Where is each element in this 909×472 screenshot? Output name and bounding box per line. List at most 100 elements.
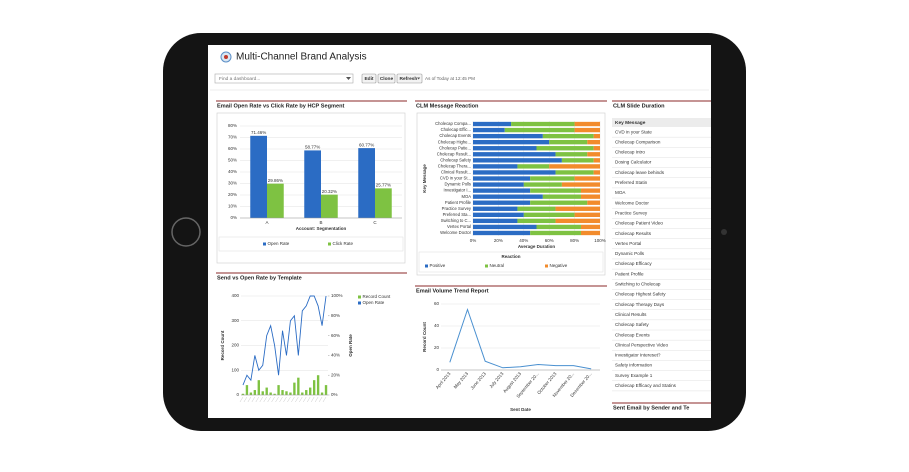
bar-value-label: 25.77% <box>376 183 391 188</box>
y2-axis-label: Open Rate <box>348 334 353 357</box>
legend-label: Positive <box>430 263 446 268</box>
bar-value-label: 58.77% <box>305 145 320 150</box>
bar-value-label: 20.32% <box>322 189 337 194</box>
bar <box>245 385 249 395</box>
bar <box>316 375 320 395</box>
bar-segment <box>561 182 600 187</box>
x-tick-mark <box>275 396 279 403</box>
x-tick-mark <box>271 396 275 403</box>
x-tick-mark <box>291 396 295 403</box>
y-tick-label: 20% <box>228 192 237 197</box>
bar <box>309 387 312 395</box>
x-tick-label: A <box>265 220 268 225</box>
y-tick-label: Cholecap Patie... <box>439 145 471 150</box>
bar-segment <box>593 146 600 151</box>
bar-segment <box>517 164 550 169</box>
bar-segment <box>530 200 588 205</box>
x-tick-mark <box>263 396 267 403</box>
table-cell: MOA <box>615 190 626 195</box>
table-header-bg <box>612 118 711 127</box>
table-cell: Cholecap Comparison <box>615 139 661 144</box>
bar-segment <box>593 158 600 163</box>
toolbar-button-label: Edit <box>364 76 373 82</box>
bar-segment <box>555 206 600 211</box>
app-icon-dot <box>224 55 228 59</box>
bar-segment <box>587 152 600 157</box>
y-tick-label: 30% <box>228 181 237 186</box>
bar-value-label: 60.77% <box>359 142 374 147</box>
table-cell: Vertex Portal <box>615 241 641 246</box>
y2-tick-label: 20% <box>331 372 340 377</box>
x-tick-mark <box>318 396 323 403</box>
x-tick-label: 40% <box>519 238 528 243</box>
home-button[interactable] <box>171 217 201 247</box>
bar-segment <box>580 224 600 230</box>
y-tick-label: 50% <box>228 158 237 163</box>
table-cell: Cholecap Events <box>615 332 650 337</box>
table-cell: Cholecap Results <box>615 231 652 236</box>
y-tick-label: Preferred Sta... <box>443 212 471 217</box>
legend-box <box>418 251 604 273</box>
search-box[interactable] <box>214 73 354 84</box>
chart-frame <box>216 112 406 264</box>
table-cell: Welcome Doctor <box>615 200 649 205</box>
bar <box>305 390 308 395</box>
bar-segment <box>473 176 531 181</box>
y-tick-label: Practice Survey <box>442 206 472 211</box>
bar <box>321 194 338 218</box>
y-tick-label: 70% <box>228 135 237 140</box>
bar <box>358 148 375 218</box>
bar <box>277 385 280 395</box>
bar <box>250 135 267 218</box>
bar-segment <box>587 200 600 205</box>
x-tick-label: 20% <box>494 238 503 243</box>
bar-segment <box>536 224 581 230</box>
toolbar-button[interactable] <box>377 73 396 84</box>
bar <box>289 392 292 395</box>
bar-segment <box>523 212 575 217</box>
bar-segment <box>542 194 581 199</box>
y-tick-label: Cholecap Thera... <box>438 164 471 169</box>
bar <box>304 150 321 218</box>
bar <box>293 382 296 395</box>
x-tick-mark <box>295 396 299 403</box>
bar-segment <box>473 127 505 133</box>
bar-segment <box>593 170 600 175</box>
y-tick-label: 60% <box>228 146 237 151</box>
legend-title: Reaction <box>501 254 520 259</box>
table-cell: Cholecap Efficacy <box>615 261 652 266</box>
bar-segment <box>574 176 600 181</box>
toolbar-button-label: Clone <box>380 76 394 82</box>
bar-segment <box>473 182 524 187</box>
table-cell: Practice Survey <box>615 210 648 215</box>
y-tick-label: Vertex Portal <box>447 224 471 229</box>
legend-swatch <box>263 242 266 246</box>
table-cell: Dynamic Polls <box>615 251 645 256</box>
legend-label: Open Rate <box>363 300 385 305</box>
bar-segment <box>549 140 588 145</box>
y-tick-label: Cholecap Highe... <box>438 139 471 144</box>
x-tick-mark <box>259 396 263 403</box>
bar-segment <box>517 218 556 224</box>
y-axis-label: Record Count <box>422 322 427 352</box>
y-tick-label: Clinical Result... <box>441 170 471 175</box>
bar-segment <box>473 206 518 211</box>
y2-tick-label: 40% <box>331 353 340 358</box>
table-cell: Cholecap Safety <box>615 322 649 327</box>
bar-segment <box>473 230 531 236</box>
bar-segment <box>536 146 594 151</box>
table-cell: Cholecap Intro <box>615 150 645 155</box>
legend-label: Negative <box>550 263 568 268</box>
x-tick-mark <box>239 396 244 403</box>
table-cell: CVD in your State <box>615 129 652 134</box>
legend-swatch <box>545 264 548 268</box>
bar-segment <box>473 212 524 217</box>
toolbar-button[interactable] <box>361 73 377 84</box>
bar <box>301 392 304 395</box>
y-tick-label: 300 <box>231 318 239 323</box>
bar-segment <box>542 133 594 139</box>
toolbar-button[interactable] <box>396 73 423 84</box>
bar-value-label: 71.46% <box>251 130 266 135</box>
y-tick-label: Cholecap Events <box>439 133 471 138</box>
